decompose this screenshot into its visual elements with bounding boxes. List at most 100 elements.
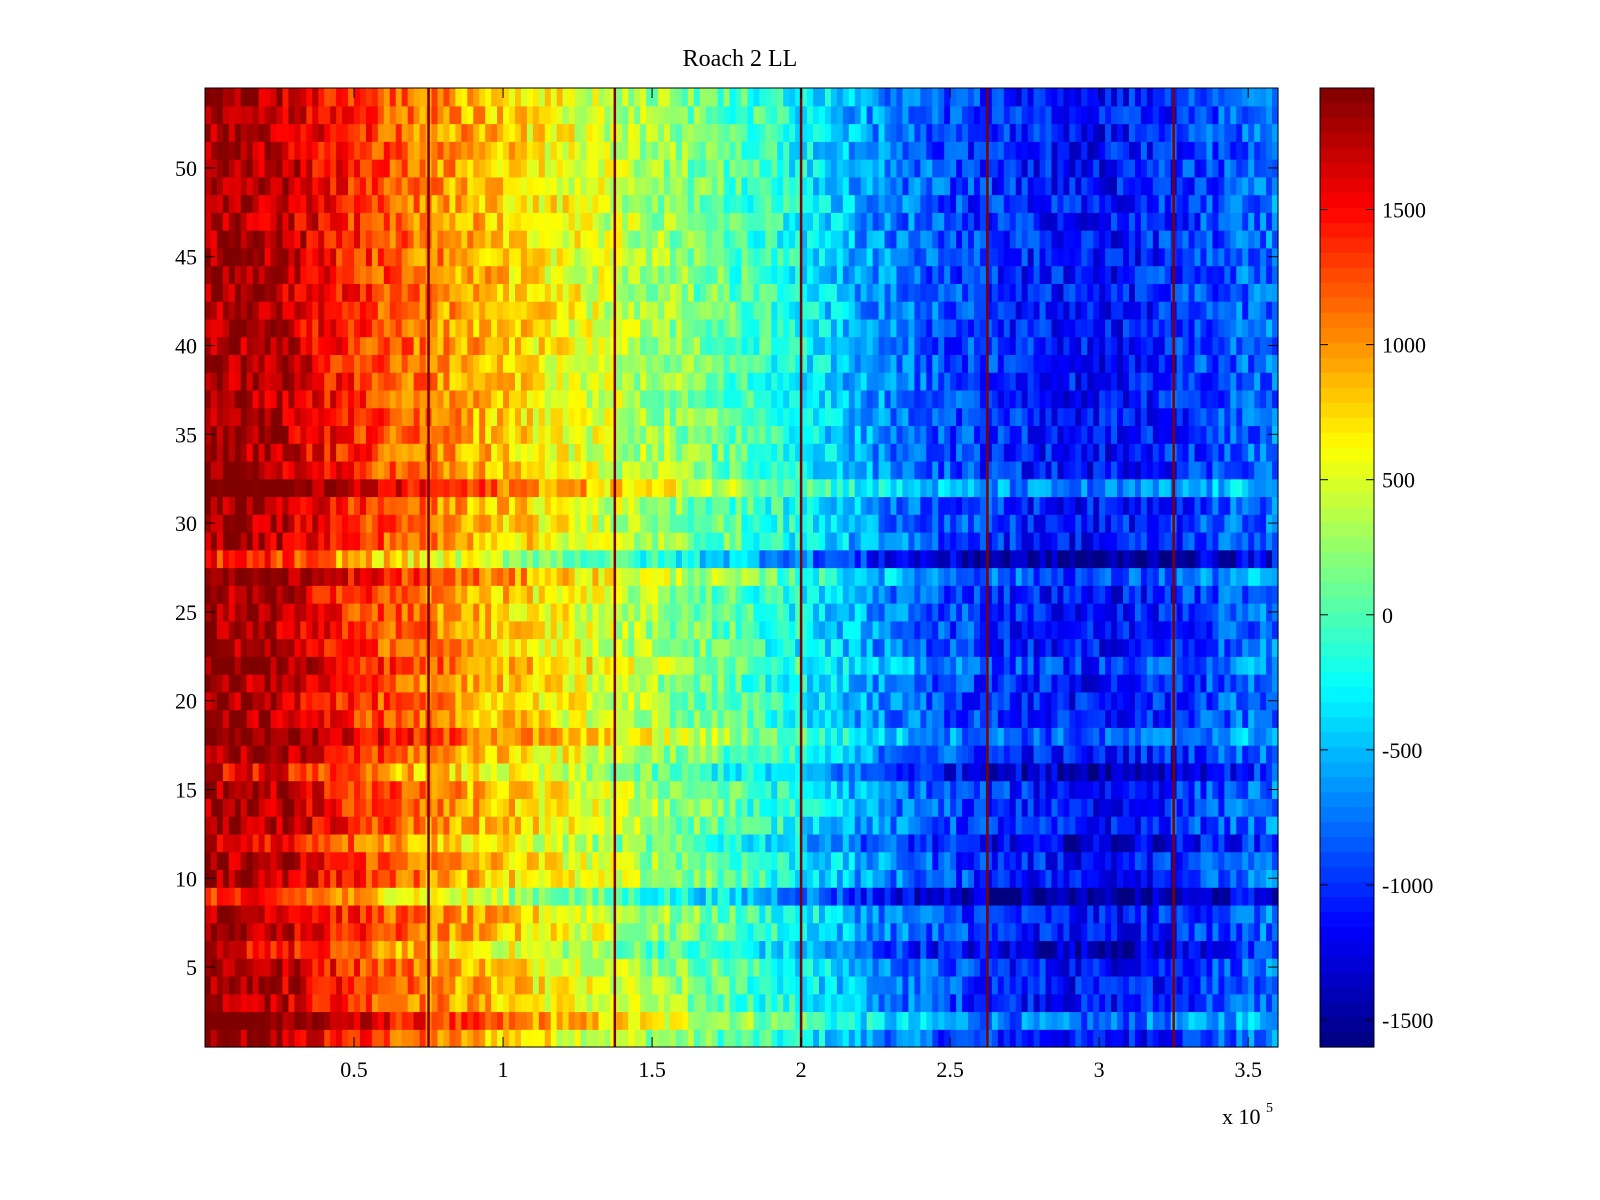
heatmap-cell [938, 975, 945, 995]
heatmap-cell [276, 816, 284, 835]
heatmap-cell [640, 709, 647, 728]
heatmap-cell [1111, 958, 1118, 977]
heatmap-cell [514, 833, 522, 853]
heatmap-cell [985, 816, 993, 835]
heatmap-cell [580, 1029, 588, 1048]
heatmap-cell [1200, 762, 1208, 782]
heatmap-cell [711, 887, 719, 906]
heatmap-cell [920, 958, 927, 977]
heatmap-cell [270, 816, 278, 835]
heatmap-cell [1212, 1029, 1219, 1048]
heatmap-cell [1051, 798, 1059, 817]
heatmap-cell [944, 745, 951, 764]
heatmap-cell [741, 1029, 749, 1048]
heatmap-cell [604, 656, 611, 675]
heatmap-cell [1075, 691, 1082, 711]
heatmap-cell [926, 993, 933, 1013]
heatmap-cell [222, 887, 230, 906]
heatmap-cell [1176, 603, 1184, 622]
heatmap-cell [586, 620, 594, 640]
heatmap-cell [848, 549, 856, 569]
heatmap-cell [509, 585, 516, 604]
heatmap-cell [246, 549, 254, 569]
heatmap-cell [1099, 762, 1106, 782]
heatmap-cell [914, 620, 921, 640]
heatmap-cell [693, 851, 701, 871]
heatmap-cell [348, 691, 355, 711]
heatmap-cell [789, 691, 796, 711]
heatmap-cell [646, 833, 653, 853]
heatmap-cell [1182, 1029, 1190, 1048]
heatmap-cell [395, 762, 403, 782]
heatmap-cell [872, 851, 880, 871]
heatmap-cell [1260, 762, 1267, 782]
heatmap-cell [890, 975, 898, 995]
heatmap-cell [485, 603, 492, 622]
heatmap-cell [1117, 762, 1124, 782]
heatmap-cell [950, 833, 957, 853]
heatmap-cell [896, 975, 904, 995]
heatmap-cell [1087, 940, 1094, 959]
heatmap-cell [705, 1011, 713, 1030]
heatmap-cell [1128, 674, 1136, 693]
heatmap-cell [359, 620, 367, 640]
heatmap-cell [860, 549, 868, 569]
heatmap-cell [1242, 851, 1249, 871]
heatmap-cell [234, 762, 242, 782]
heatmap-cell [1075, 887, 1082, 906]
heatmap-cell [413, 833, 421, 853]
heatmap-cell [789, 798, 796, 817]
heatmap-cell [1236, 940, 1243, 959]
heatmap-cell [723, 975, 731, 995]
heatmap-cell [687, 745, 695, 764]
heatmap-cell [473, 975, 480, 995]
heatmap-cell [1164, 656, 1172, 675]
heatmap-cell [562, 585, 570, 604]
heatmap-cell [1134, 656, 1142, 675]
heatmap-cell [1009, 603, 1017, 622]
heatmap-cell [741, 727, 749, 746]
heatmap-cell [240, 620, 248, 640]
heatmap-cell [568, 691, 576, 711]
heatmap-cell [389, 585, 397, 604]
heatmap-cell [1164, 887, 1172, 906]
heatmap-cell [359, 727, 367, 746]
heatmap-cell [622, 709, 629, 728]
heatmap-cell [848, 1011, 856, 1030]
heatmap-cell [675, 1029, 683, 1048]
heatmap-cell [514, 638, 522, 657]
heatmap-cell [389, 993, 397, 1013]
heatmap-cell [1051, 780, 1059, 799]
heatmap-cell [1236, 727, 1243, 746]
heatmap-cell [258, 851, 266, 871]
heatmap-cell [741, 798, 749, 817]
heatmap-cell [664, 656, 671, 675]
heatmap-cell [1182, 958, 1190, 977]
heatmap-cell [348, 816, 355, 835]
heatmap-cell [1015, 585, 1023, 604]
heatmap-cell [288, 833, 296, 853]
heatmap-cell [550, 1029, 558, 1048]
heatmap-cell [437, 958, 445, 977]
heatmap-cell [294, 922, 301, 942]
heatmap-cell [300, 1011, 307, 1030]
heatmap-cell [359, 993, 367, 1013]
heatmap-cell [813, 549, 820, 569]
heatmap-cell [711, 940, 719, 959]
heatmap-cell [675, 1011, 683, 1030]
heatmap-cell [991, 620, 999, 640]
heatmap-cell [860, 762, 868, 782]
heatmap-cell [783, 816, 790, 835]
heatmap-cell [1009, 798, 1017, 817]
heatmap-cell [1242, 727, 1249, 746]
heatmap-cell [979, 887, 987, 906]
heatmap-cell [318, 762, 325, 782]
heatmap-cell [1212, 745, 1219, 764]
heatmap-cell [467, 887, 474, 906]
heatmap-cell [485, 727, 492, 746]
heatmap-cell [1230, 656, 1237, 675]
heatmap-cell [669, 816, 677, 835]
heatmap-cell [991, 869, 999, 888]
heatmap-cell [1081, 869, 1088, 888]
